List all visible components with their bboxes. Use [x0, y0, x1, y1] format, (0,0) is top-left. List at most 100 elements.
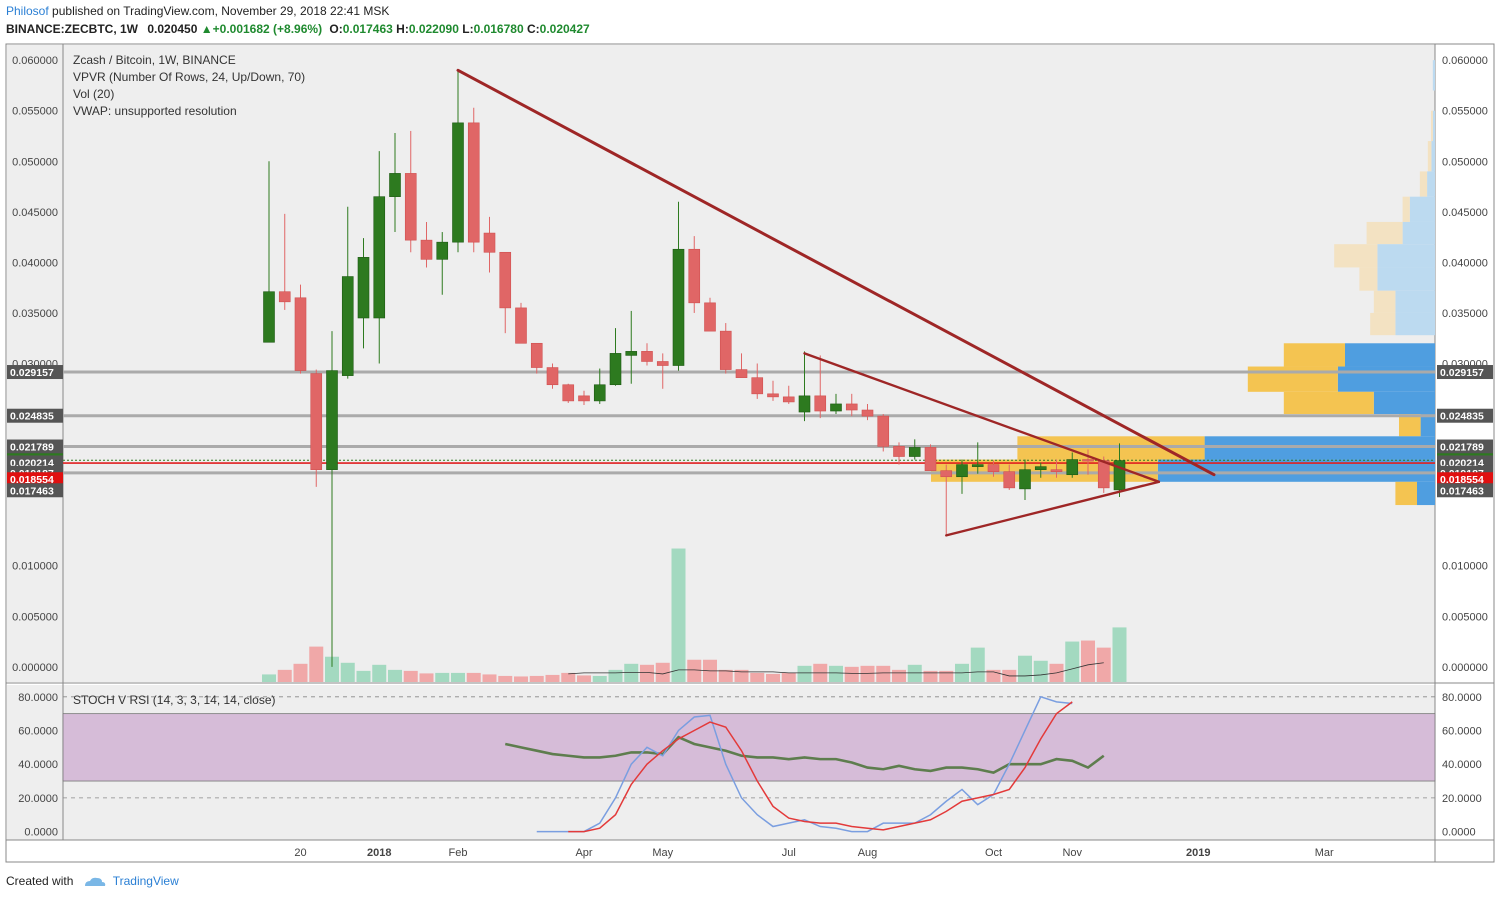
- candle-body: [940, 470, 953, 478]
- price-tick-left: 0.000000: [12, 662, 58, 674]
- candle-body: [515, 307, 527, 344]
- vpvr-down-bar: [1432, 110, 1435, 142]
- level-label-bg: [7, 439, 63, 454]
- tradingview-brand[interactable]: TradingView: [112, 874, 179, 888]
- volume-bar: [451, 672, 465, 682]
- published-text: published on TradingView.com, November 2…: [52, 4, 390, 18]
- vpvr-down-bar: [1377, 244, 1435, 268]
- candle-body: [593, 384, 606, 402]
- time-axis[interactable]: 20 2018 Feb Apr May Jul Aug Oct Nov 2019 Mar: [294, 847, 1334, 859]
- time-tick-label: Aug: [858, 847, 878, 859]
- volume-bar: [797, 665, 812, 682]
- time-tick-label: May: [652, 847, 673, 859]
- up-arrow-icon: ▲: [200, 22, 213, 36]
- time-tick-label: 2018: [367, 847, 391, 859]
- stoch-band: [62, 713, 1436, 782]
- volume-bar: [403, 670, 418, 682]
- level-label-text: 0.018554: [10, 474, 54, 486]
- legend-vol: Vol (20): [73, 87, 114, 101]
- volume-bar: [1096, 647, 1111, 682]
- level-label-text: 0.024835: [1440, 411, 1484, 423]
- candle-body: [751, 377, 764, 395]
- candle-body: [704, 302, 716, 332]
- vpvr-up-bar: [1359, 267, 1378, 291]
- candle-body: [830, 403, 842, 412]
- trendlines[interactable]: [456, 68, 1216, 537]
- candle-body: [924, 447, 937, 471]
- level-label-bg: [7, 365, 63, 380]
- candle-body: [735, 369, 748, 378]
- level-label-bg: [1437, 439, 1493, 454]
- vpvr-down-bar: [1377, 267, 1435, 291]
- volume-bar: [482, 674, 497, 682]
- volume-bar: [923, 670, 938, 682]
- price-tick-right: 0.050000: [1442, 156, 1488, 168]
- stoch-tick-left: 20.0000: [18, 793, 58, 805]
- price-axis[interactable]: 0.060000 0.060000 0.055000 0.055000 0.050000…: [12, 55, 1488, 674]
- candle-body: [294, 297, 307, 371]
- vpvr-up-bar: [1399, 414, 1421, 437]
- price-tick-left: 0.040000: [12, 257, 58, 269]
- vpvr-down-bar: [1432, 60, 1435, 91]
- vpvr-up-bar: [1283, 391, 1374, 415]
- price-tick-right: 0.005000: [1442, 611, 1488, 623]
- candle-body: [877, 415, 890, 447]
- candle-body: [971, 464, 984, 467]
- footer: Created with TradingView: [6, 874, 179, 888]
- volume-bar: [529, 675, 544, 682]
- candle-body: [656, 361, 669, 366]
- vpvr-down-bar: [1395, 290, 1435, 313]
- vpvr-down-bar: [1157, 459, 1435, 482]
- author-link[interactable]: Philosof: [6, 4, 49, 18]
- legend-vpvr: VPVR (Number Of Rows, 24, Up/Down, 70): [73, 70, 305, 84]
- vpvr-down-bar: [1420, 414, 1435, 437]
- level-label-text: 0.021789: [1440, 442, 1484, 454]
- volume-bar: [640, 664, 654, 682]
- tradingview-cloud-icon: [84, 877, 105, 886]
- volume-bar: [435, 672, 450, 682]
- volume-bar: [262, 674, 276, 682]
- candle-body: [908, 447, 921, 457]
- price-tick-left: 0.060000: [12, 55, 58, 67]
- volume-bar: [372, 664, 387, 682]
- last-price: 0.020450: [147, 22, 198, 36]
- candle-body: [436, 241, 449, 260]
- symbol-label: BINANCE:ZECBTC, 1W: [6, 22, 138, 36]
- candle-body: [278, 291, 291, 303]
- horizontal-levels: [63, 370, 1435, 475]
- candle-body: [814, 395, 827, 412]
- price-tick-right: 0.055000: [1442, 106, 1488, 118]
- level-label-text: 0.017463: [1440, 485, 1484, 497]
- level-label-bg: [1437, 472, 1493, 487]
- open-label: O:: [329, 22, 343, 36]
- level-label-text: 0.029157: [1440, 367, 1484, 379]
- price-tick-right: 0.060000: [1442, 55, 1488, 67]
- candles: [263, 70, 1126, 667]
- candle-body: [389, 173, 401, 197]
- close-label: C:: [526, 22, 540, 36]
- stoch-tick-right: 0.0000: [1442, 827, 1476, 839]
- legend-stoch: STOCH V RSI (14, 3, 3, 14, 14, close): [73, 693, 276, 707]
- level-label-bg: [7, 472, 63, 487]
- time-tick-label: Mar: [1315, 847, 1334, 859]
- candle-body: [1113, 460, 1126, 491]
- vpvr-down-bar: [1431, 141, 1435, 172]
- price-tick-left: 0.045000: [12, 207, 58, 219]
- vpvr-up-bar: [1247, 366, 1338, 392]
- volume-bar: [514, 676, 528, 682]
- time-tick-label: 20: [294, 847, 306, 859]
- volume-bar: [340, 662, 355, 682]
- stoch-tick-left: 60.0000: [18, 725, 58, 737]
- legend-vwap: VWAP: unsupported resolution: [73, 104, 237, 118]
- candle-body: [782, 396, 795, 403]
- trendline-upper-wedge: [803, 352, 1161, 483]
- volume-bar: [1081, 640, 1095, 682]
- vpvr-up-bar: [1402, 196, 1410, 222]
- volume-bar: [939, 670, 954, 682]
- low-label: L:: [462, 22, 474, 36]
- vpvr-down-bar: [1417, 481, 1435, 506]
- candle-body: [1066, 459, 1079, 476]
- volume-bar: [325, 656, 339, 682]
- vpvr-up-bar: [1431, 110, 1433, 142]
